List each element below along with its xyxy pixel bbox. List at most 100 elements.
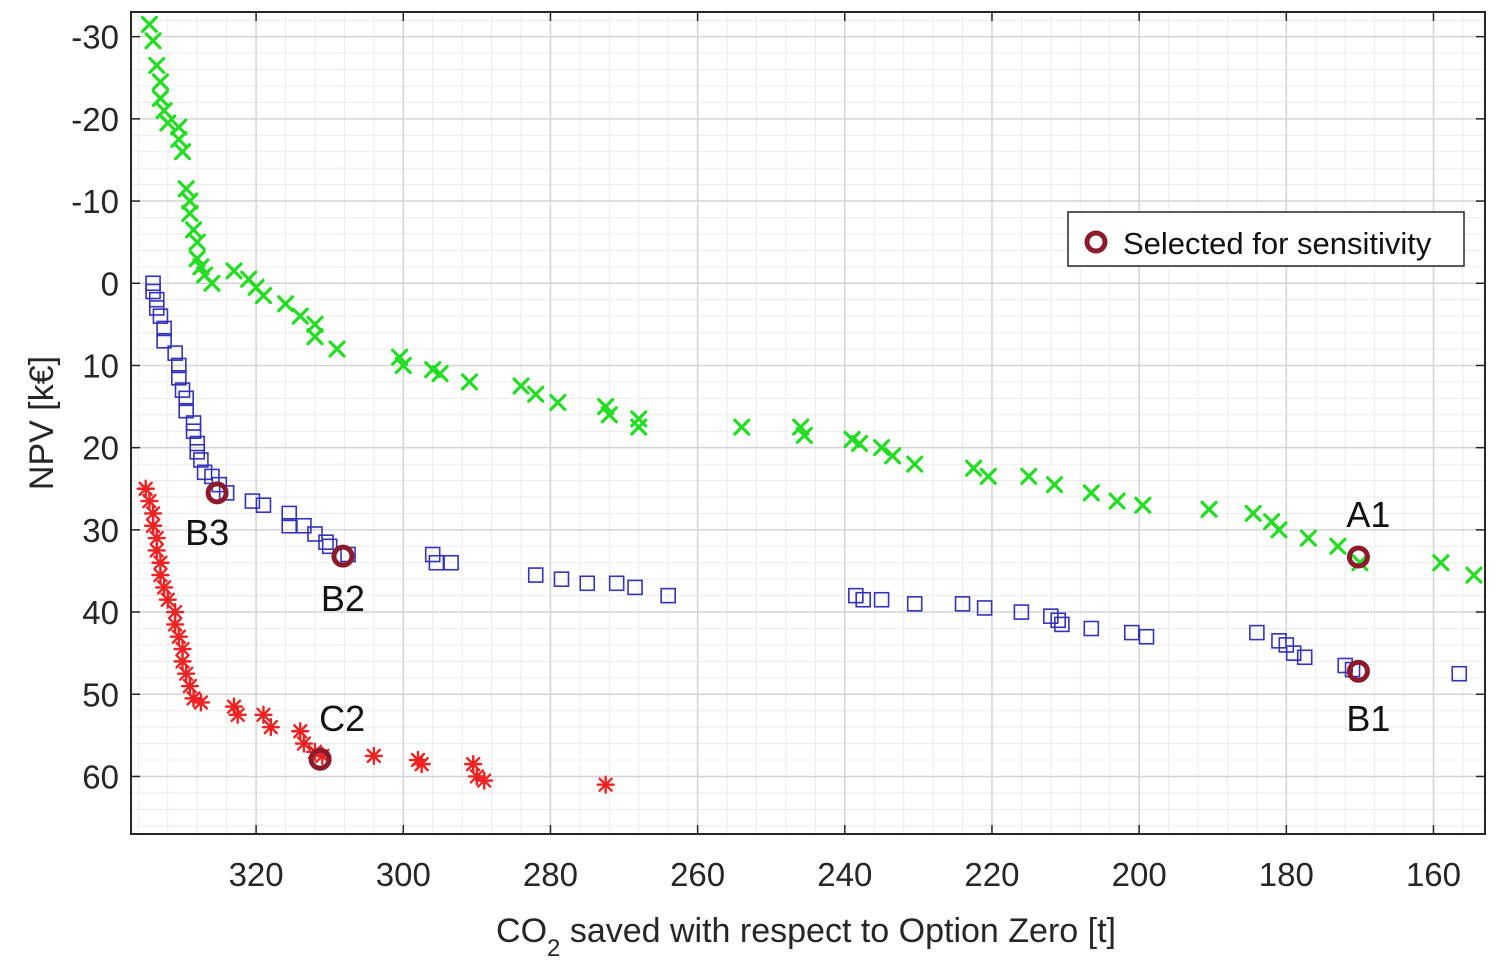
x-axis-ticks: 320 300 280 260 240 220 200 180 160	[229, 12, 1461, 893]
blue-square-marker	[193, 452, 209, 468]
selected-point-label: C2	[319, 698, 365, 739]
red-star-marker	[463, 754, 483, 774]
red-star-marker	[364, 746, 384, 766]
y-axis-label: NPV [k€]	[23, 356, 61, 490]
selected-point-circle	[308, 747, 332, 771]
green-x-marker	[188, 233, 206, 251]
blue-square-marker	[321, 538, 338, 555]
legend-label: Selected for sensitivity	[1123, 226, 1432, 261]
red-star-marker	[169, 627, 189, 646]
blue-square-marker	[424, 546, 441, 563]
selected-point-circle	[205, 481, 229, 505]
green-x-marker	[1200, 500, 1218, 518]
selected-point-circle	[331, 544, 355, 568]
blue-square-marker	[189, 435, 206, 452]
blue-square-marker	[171, 369, 187, 386]
x-axis-label-subscript: 2	[547, 935, 560, 962]
y-tick-label: -20	[71, 101, 119, 138]
blue-square-marker	[1451, 665, 1468, 682]
green-x-marker	[306, 315, 324, 333]
green-x-marker	[431, 365, 449, 383]
blue-square-marker	[148, 300, 165, 316]
blue-square-marker	[1249, 624, 1265, 641]
plot-frame	[130, 11, 1486, 835]
green-x-marker	[733, 418, 751, 436]
green-x-marker	[1020, 467, 1038, 486]
red-star-marker	[136, 479, 155, 498]
green-x-marker	[192, 258, 210, 276]
red-star-marker	[180, 676, 200, 696]
green-x-marker	[549, 393, 567, 412]
blue-square-marker	[627, 579, 643, 596]
blue-square-marker	[873, 591, 890, 608]
red-star-marker	[151, 565, 170, 585]
blue-square-marker	[954, 596, 971, 612]
blue-square-marker	[185, 415, 202, 431]
x-tick-label: 260	[670, 856, 725, 893]
selected-points-layer	[205, 481, 1370, 771]
red-star-marker	[154, 578, 174, 597]
x-tick-label: 300	[376, 856, 431, 893]
y-tick-label: 40	[82, 594, 119, 631]
blue-square-marker	[1050, 612, 1066, 629]
green-x-marker	[148, 56, 166, 75]
plot-area	[131, 12, 1485, 834]
blue-square-marker	[174, 382, 191, 398]
blue-square-marker	[579, 575, 596, 592]
green-x-marker	[1108, 492, 1126, 510]
green-x-marker	[1045, 476, 1064, 494]
blue-square-marker	[1083, 620, 1100, 637]
major-grid	[131, 12, 1485, 834]
blue-square-marker	[171, 357, 187, 374]
legend-box	[1067, 211, 1465, 267]
green-x-marker	[630, 418, 648, 436]
green-x-marker	[792, 418, 810, 436]
blue-square-marker	[1285, 645, 1302, 661]
red-star-marker	[313, 746, 332, 766]
y-tick-label: -30	[71, 19, 119, 56]
selected-point-label: B1	[1346, 698, 1390, 739]
red-star-marker	[184, 689, 203, 708]
green-x-marker	[144, 32, 162, 50]
green-x-marker	[795, 426, 813, 444]
red-star-marker	[261, 717, 281, 737]
green-x-marker	[527, 385, 545, 403]
green-x-marker	[600, 406, 618, 424]
green-x-marker	[1134, 496, 1152, 514]
green-x-marker	[1432, 554, 1450, 572]
blue-square-marker	[244, 493, 261, 509]
blue-square-marker	[1138, 628, 1155, 645]
blue-square-marker	[189, 443, 206, 460]
green-x-marker	[1270, 521, 1288, 539]
green-x-marker	[291, 307, 309, 325]
point-labels-layer: A1 B1 B2 B3 C2	[185, 494, 1390, 739]
selected-point-label: B3	[185, 512, 229, 553]
red-star-marker	[176, 664, 196, 683]
green-x-marker	[1244, 504, 1262, 523]
red-star-marker	[467, 767, 487, 786]
green-x-marker	[140, 15, 158, 33]
selected-point-label: B2	[321, 578, 365, 619]
x-tick-label: 160	[1406, 856, 1461, 893]
red-star-marker	[173, 639, 192, 659]
green-x-marker	[328, 340, 346, 358]
green-x-marker	[906, 455, 924, 473]
red-star-marker	[291, 722, 310, 741]
red-star-marker	[475, 771, 494, 790]
blue-square-marker	[178, 390, 194, 407]
blue-square-marker	[167, 345, 183, 361]
blue-square-marker	[156, 320, 172, 337]
green-x-marker	[181, 204, 199, 222]
blue-square-marker	[527, 567, 544, 583]
blue-square-marker	[608, 575, 625, 592]
y-tick-label: 60	[82, 758, 119, 795]
red-star-marker	[147, 541, 166, 560]
red-star-marker	[596, 775, 615, 794]
green-x-marker	[306, 328, 324, 346]
red-star-marker	[158, 590, 177, 609]
x-tick-label: 280	[523, 856, 578, 893]
blue-square-marker	[156, 332, 172, 349]
green-x-marker	[979, 467, 997, 486]
y-tick-label: 50	[82, 676, 119, 713]
x-axis-label: CO2 saved with respect to Option Zero [t…	[496, 912, 1116, 962]
